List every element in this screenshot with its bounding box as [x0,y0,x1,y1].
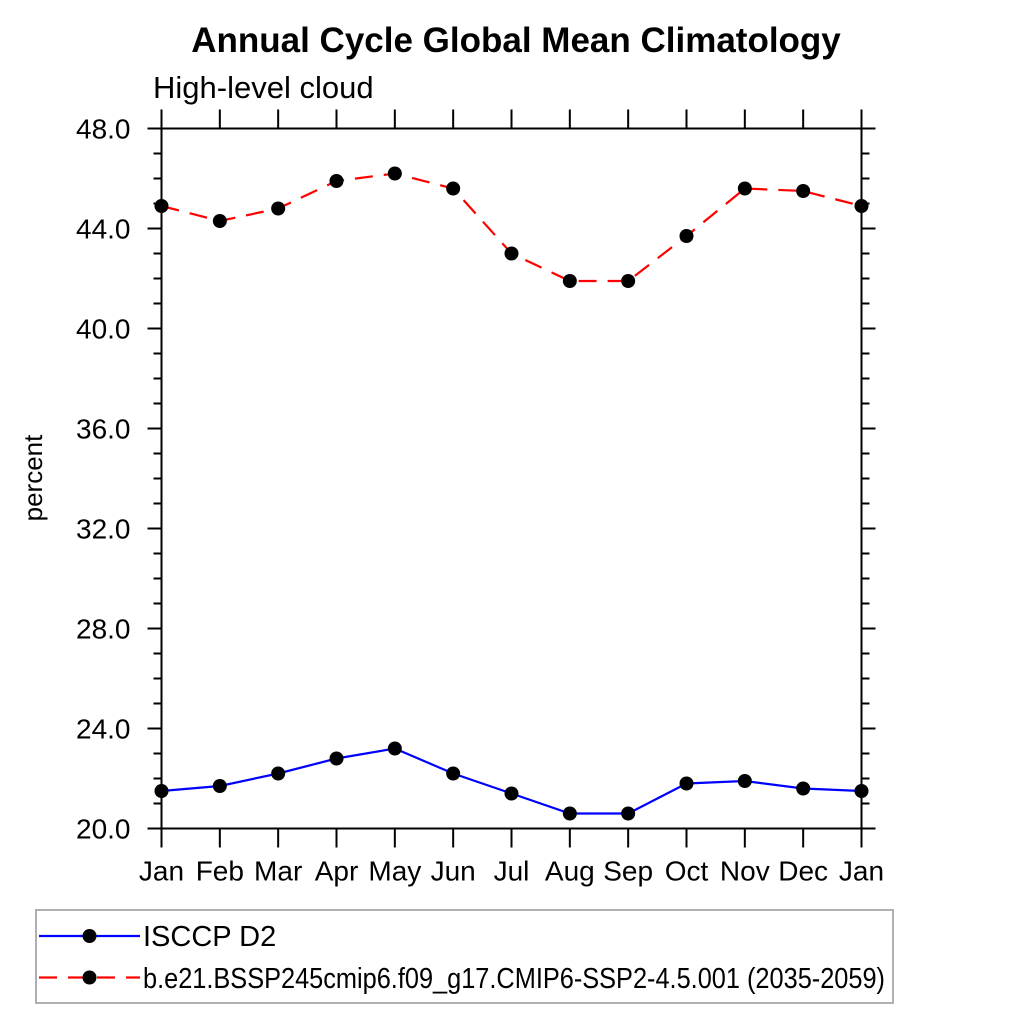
legend-sample-marker-0 [82,929,97,943]
series-line-1 [161,172,862,283]
series-marker-1 [387,166,402,181]
x-tick-label: Jun [431,856,476,887]
series-marker-0 [504,786,519,801]
y-tick-label: 44.0 [76,214,131,245]
series-marker-0 [737,774,752,788]
legend-label-model: b.e21.BSSP245cmip6.f09_g17.CMIP6-SSP2-4.… [143,963,885,995]
x-tick-label: Aug [545,856,595,887]
chart-subtitle: High-level cloud [153,70,374,105]
x-tick-label: May [368,856,421,887]
series-marker-1 [154,199,169,213]
y-tick-label: 28.0 [76,614,131,645]
y-tick-label: 32.0 [76,514,131,545]
x-tick-label: Oct [665,856,709,887]
x-tick-label: Feb [196,856,244,887]
series-marker-0 [562,806,577,821]
series-marker-1 [271,201,286,216]
plot-area: Jan Feb Mar Apr May Jun Jul Aug Sep Oct Nov Dec Jan 2… [76,109,884,887]
y-axis-label: percent [18,434,48,521]
legend: ISCCP D2 b.e21.BSSP245cmip6.f09_g17.CMIP… [35,909,894,1004]
legend-label-isccp: ISCCP D2 [143,921,276,953]
y-tick-label: 40.0 [76,314,131,345]
series-marker-1 [679,229,694,243]
legend-box [35,909,894,1004]
x-tick-label: Dec [778,856,828,887]
series-marker-1 [621,274,636,288]
series-marker-0 [796,781,811,796]
y-tick-label: 36.0 [76,414,131,445]
series-marker-1 [446,181,461,196]
series-marker-0 [446,766,461,781]
legend-sample-marker-1 [82,970,97,985]
x-tick-label: Jan [139,856,184,887]
plot-frame [160,127,863,830]
series-marker-0 [212,779,227,793]
series-marker-0 [154,784,169,798]
legend-line-samples [39,929,140,985]
series-marker-0 [621,806,636,821]
series-marker-1 [796,184,811,198]
x-tick-label: Apr [315,856,359,887]
series-marker-0 [329,751,344,766]
x-tick-label: Jan [839,856,884,887]
series-marker-1 [504,246,519,261]
y-tick-label: 20.0 [76,814,131,845]
x-tick-label: Sep [603,856,653,887]
x-tick-label: Mar [254,856,302,887]
y-tick-label: 24.0 [76,714,131,745]
series-marker-1 [329,174,344,188]
series-marker-1 [562,274,577,288]
series-marker-1 [737,181,752,196]
series-marker-0 [387,741,402,756]
x-tick-label: Nov [720,856,770,887]
x-tick-label: Jul [494,856,530,887]
series-marker-1 [212,214,227,228]
series-marker-0 [271,766,286,781]
series-marker-0 [679,776,694,791]
chart-title: Annual Cycle Global Mean Climatology [191,21,841,60]
y-tick-label: 48.0 [76,114,131,145]
series-marker-0 [854,784,869,798]
series-line-0 [161,747,862,815]
series-marker-1 [854,199,869,213]
